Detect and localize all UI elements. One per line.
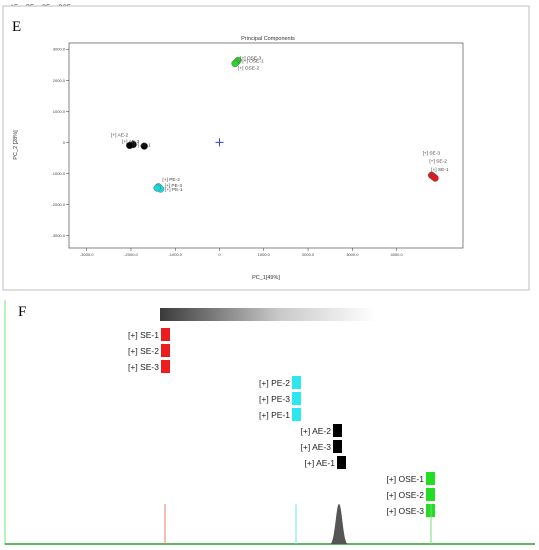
point-label: [+] PE-3 [165,183,183,189]
sample-label: [+] OSE-1 [386,474,424,484]
x-axis-label: PC_1[49%] [252,275,280,281]
x-tick-label: 3000.0 [346,252,359,257]
sample-bar [161,344,170,357]
y-tick-label: -1000.0 [51,171,65,176]
x-tick-label: -3000.0 [80,252,94,257]
origin-cross-icon [215,138,224,147]
scatter-point [431,174,439,182]
sample-label: [+] SE-2 [128,346,159,356]
x-tick-label: 4000.0 [390,252,403,257]
point-label: [+] SE-2 [429,159,447,165]
sample-bar [161,360,170,373]
sample-label: [+] SE-3 [128,362,159,372]
point-label: [+] OSE-2 [238,66,260,72]
pca-chart: E Principal Components -3000.0 -2000.0 -10… [2,5,530,291]
scatter-point [126,141,134,150]
sample-label: [+] SE-1 [128,330,159,340]
sample-bar [337,456,346,469]
sample-label: [+] PE-3 [259,394,290,404]
y-tick-label: 1000.0 [53,109,66,114]
sample-bar [292,392,301,405]
sample-label: [+] AE-2 [301,426,332,436]
sample-bar [426,472,435,485]
point-label: [+] AE-1 [134,143,152,149]
point-label: [+] AE-2 [111,133,129,139]
cluster-profile-chart: F [+] SE-1 [+] SE-2 [+] SE-3 [+] PE-2 [+] PE… [4,300,535,545]
density-peak [330,504,348,544]
sample-bar [161,328,170,341]
sample-bar [333,440,342,453]
sample-bar [426,488,435,501]
point-label: [+] SE-3 [423,150,441,156]
scatter-point [140,142,148,150]
sample-label: [+] AE-1 [305,458,336,468]
point-label: [+] PE-2 [162,177,180,183]
x-tick-label: 0 [218,252,221,257]
y-tick-label: 0 [63,140,66,145]
sample-label: [+] AE-3 [301,442,332,452]
y-axis-label: PC_2 [28%] [13,130,19,160]
sample-label: [+] PE-1 [259,410,290,420]
x-tick-label: -2000.0 [124,252,138,257]
sample-bar [333,424,342,437]
gradient-scale-bar [160,308,375,321]
point-label: [+] PE-1 [165,187,183,193]
y-tick-label: -2000.0 [51,202,65,207]
y-tick-label: 2000.0 [53,78,66,83]
panel-f-letter: F [18,304,26,320]
x-tick-label: 2000.0 [302,252,315,257]
sample-label: [+] OSE-2 [386,490,424,500]
sample-bar [292,408,301,421]
scatter-point [153,184,161,192]
panel-e-letter: E [12,19,21,35]
chart-title: Principal Components [241,36,295,42]
point-label: [+] OSE-3 [240,55,262,61]
scatter-point [231,59,239,68]
sample-bar [292,376,301,389]
sample-label: [+] PE-2 [259,378,290,388]
point-label: [+] AE-3 [122,139,140,145]
point-label: [+] OSE-1 [242,58,264,64]
y-tick-label: 3000.0 [53,47,66,52]
point-label: [+] SE-1 [431,167,449,173]
plot-area [68,42,464,249]
x-tick-label: 1000.0 [258,252,271,257]
y-tick-label: -3000.0 [51,233,65,238]
x-tick-label: -1000.0 [168,252,182,257]
sample-label: [+] OSE-3 [386,506,424,516]
